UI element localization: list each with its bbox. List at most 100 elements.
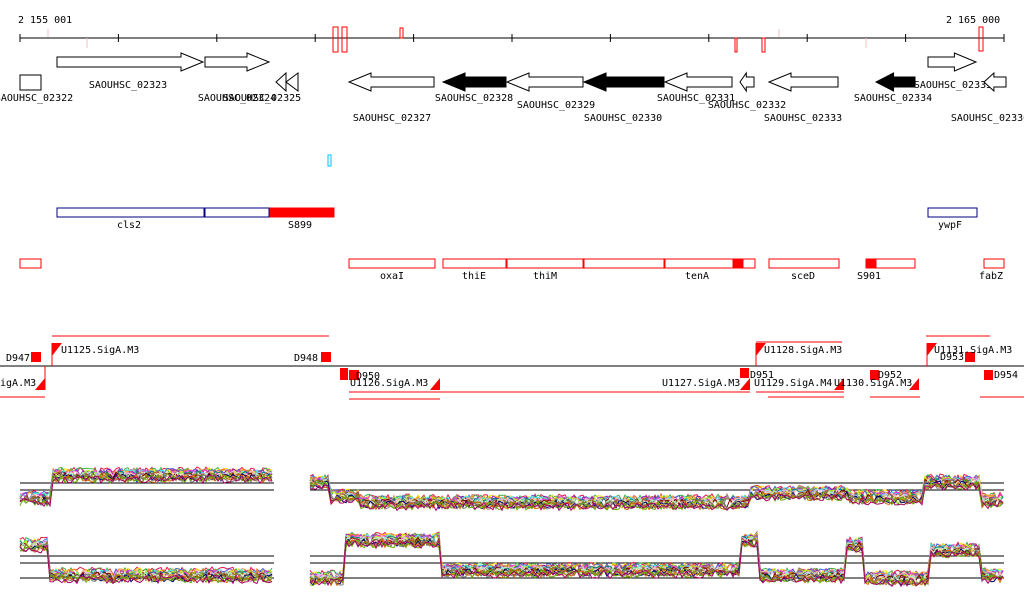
promoter-flag (35, 378, 45, 390)
red-feature[interactable] (768, 258, 840, 269)
label-u1130: U1130.SigA.M3 (834, 378, 912, 389)
red-feature[interactable] (865, 258, 877, 269)
red-feature[interactable] (583, 258, 665, 269)
red-feature-label: S901 (857, 271, 881, 282)
terminator-box (870, 370, 879, 380)
promoter-flag (756, 343, 766, 356)
ruler-marker (761, 37, 766, 53)
gene-label: SAOUHSC_02327 (353, 113, 431, 124)
expression-line (19, 473, 273, 507)
red-feature[interactable] (875, 258, 916, 269)
expression-line (310, 482, 1004, 512)
gene-arrow-saouhsc_02332[interactable] (739, 71, 755, 93)
red-feature-label: tenA (685, 271, 709, 282)
navy-feature-label: cls2 (117, 220, 141, 231)
label-u1128: U1128.SigA.M3 (764, 345, 842, 356)
label-d951: D951 (750, 370, 774, 381)
navy-feature[interactable] (269, 207, 335, 218)
ruler-end-label: 2 165 000 (946, 15, 1000, 26)
gene-arrow-saouhsc_02323[interactable] (56, 52, 205, 72)
red-feature[interactable] (742, 258, 756, 269)
red-feature[interactable] (348, 258, 436, 269)
red-feature[interactable] (442, 258, 507, 269)
gene-label: SAOUHSC_02336 (951, 113, 1024, 124)
label-d954: D954 (994, 370, 1018, 381)
gene-arrow-saouhsc_02322[interactable] (19, 74, 42, 91)
gene-label: SAOUHSC_02325 (223, 93, 301, 104)
red-feature-label: oxaI (380, 271, 404, 282)
terminator-box (740, 368, 749, 378)
label-d952: D952 (878, 370, 902, 381)
ruler-ticks (19, 34, 1005, 42)
terminator-box (321, 352, 331, 362)
navy-feature-label: ywpF (938, 220, 962, 231)
gene-label: SAOUHSC_02335 (914, 80, 992, 91)
annotation-track-navy: cls2 S899 ywpF (56, 207, 978, 231)
label-u1129: U1129.SigA.M4 (754, 378, 832, 389)
red-feature[interactable] (664, 258, 734, 269)
gene-arrow-saouhsc_02325-b[interactable] (285, 72, 299, 92)
gene-label: SAOUHSC_02330 (584, 113, 662, 124)
label-d948: D948 (294, 353, 318, 364)
label-u1125: U1125.SigA.M3 (61, 345, 139, 356)
gene-label: SAOUHSC_02322 (0, 93, 73, 104)
navy-feature[interactable] (56, 207, 205, 218)
red-feature[interactable] (733, 258, 743, 269)
position-ruler: 2 155 001 2 165 000 (18, 15, 1005, 53)
gene-track: SAOUHSC_02322SAOUHSC_02323SAOUHSC_02324S… (0, 52, 1024, 124)
ruler-marker (341, 26, 348, 53)
gene-arrow-saouhsc_02331[interactable] (663, 72, 733, 92)
gene-arrow-saouhsc_02330[interactable] (582, 72, 665, 92)
promoter-flag (740, 378, 750, 390)
gene-label: SAOUHSC_02331 (657, 93, 735, 104)
gene-arrow-saouhsc_02329[interactable] (505, 72, 584, 92)
promoter-flag (834, 378, 844, 390)
gene-arrow-saouhsc_02324[interactable] (204, 52, 271, 72)
label-left-cut: SigA.M3 (0, 378, 36, 389)
navy-feature[interactable] (204, 207, 270, 218)
red-feature[interactable] (506, 258, 584, 269)
red-feature-label: fabZ (979, 271, 1003, 282)
gene-arrow-saouhsc_02333[interactable] (767, 72, 839, 92)
label-d947: D947 (6, 353, 30, 364)
red-feature[interactable] (983, 258, 1005, 269)
ruler-marker (399, 27, 404, 39)
label-u1131: U1131.SigA.M3 (934, 345, 1012, 356)
gene-label: SAOUHSC_02323 (89, 80, 167, 91)
label-u1126: U1126.SigA.M3 (350, 378, 428, 389)
expression-line (309, 539, 1004, 588)
ruler-marker (332, 26, 339, 53)
gene-label: SAOUHSC_02334 (854, 93, 932, 104)
gene-arrow-saouhsc_02336[interactable] (983, 71, 1007, 93)
promoter-flag (909, 378, 919, 390)
ruler-marker (734, 37, 738, 53)
label-d953: D953 (940, 352, 964, 363)
red-feature-label: thiM (533, 271, 557, 282)
red-feature[interactable] (19, 258, 42, 269)
gene-arrow-saouhsc_02327[interactable] (347, 72, 435, 92)
label-d950: D950 (356, 371, 380, 382)
terminator-box (349, 370, 359, 380)
promoter-flag (52, 343, 62, 356)
terminator-box (340, 368, 348, 380)
label-u1127: U1127.SigA.M3 (662, 378, 740, 389)
terminator-box (31, 352, 41, 362)
gene-label: SAOUHSC_02333 (764, 113, 842, 124)
ruler-marker (978, 26, 984, 52)
gene-arrow-saouhsc_02334[interactable] (874, 72, 916, 92)
promoter-track: D947 U1125.SigA.M3 D948 D950 SigA.M3 U11… (0, 335, 1024, 400)
expression-line (19, 474, 272, 508)
gene-label: SAOUHSC_02329 (517, 100, 595, 111)
gene-label: SAOUHSC_02328 (435, 93, 513, 104)
gene-arrow-saouhsc_02325[interactable] (275, 71, 287, 93)
cyan-marker (327, 154, 332, 167)
expression-profile-upper (19, 466, 1004, 512)
navy-feature-label: S899 (288, 220, 312, 231)
promoter-flag (430, 378, 440, 390)
expression-profile-lower (19, 530, 1004, 588)
gene-arrow-saouhsc_02335[interactable] (927, 52, 978, 72)
navy-feature[interactable] (927, 207, 978, 218)
gene-label: SAOUHSC_02324 (198, 93, 276, 104)
gene-arrow-saouhsc_02328[interactable] (441, 72, 507, 92)
